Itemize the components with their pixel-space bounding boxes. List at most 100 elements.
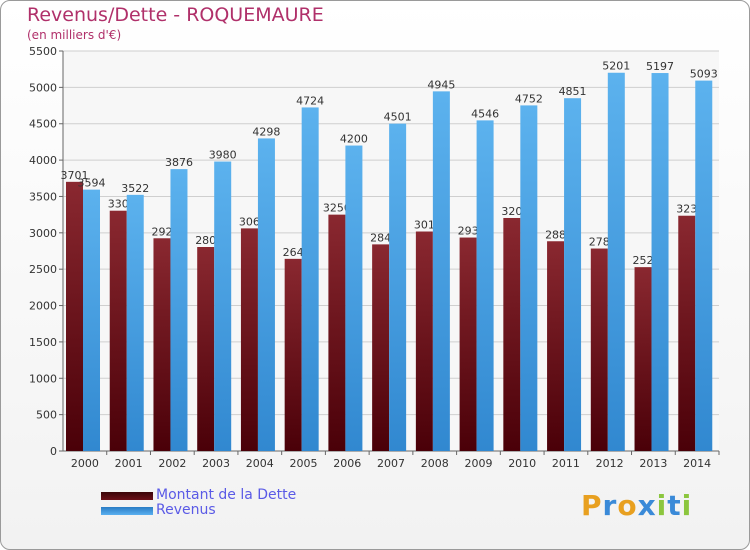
x-tick-label: 2004: [246, 457, 274, 470]
data-label-revenus: 3876: [165, 156, 193, 169]
chart-subtitle: (en milliers d'€): [27, 28, 122, 42]
data-label-revenus: 4298: [252, 125, 280, 138]
chart-title: Revenus/Dette - ROQUEMAURE: [27, 4, 324, 26]
data-label-revenus: 5093: [690, 68, 718, 81]
x-tick-label: 2010: [508, 457, 536, 470]
bar-revenus: [126, 194, 144, 451]
y-tick-label: 0: [50, 445, 57, 458]
data-label-revenus: 4724: [296, 94, 324, 107]
bar-dette: [503, 217, 521, 451]
data-label-dette: 323: [676, 203, 697, 216]
y-tick-label: 5500: [29, 45, 57, 58]
data-label-revenus: 5201: [602, 60, 630, 73]
bar-revenus: [301, 107, 319, 451]
bar-revenus: [564, 98, 582, 451]
bar-dette: [328, 214, 346, 451]
bar-revenus: [651, 73, 669, 451]
bar-dette: [153, 238, 171, 451]
bar-dette: [284, 258, 302, 451]
data-label-revenus: 3522: [121, 182, 149, 195]
data-label-dette: 252: [633, 254, 654, 267]
data-label-dette: 278: [589, 236, 610, 249]
bar-revenus: [345, 145, 363, 451]
y-tick-label: 1500: [29, 336, 57, 349]
proxiti-logo: Proxiti: [581, 489, 692, 522]
data-label-dette: 330: [108, 198, 129, 211]
bar-dette: [109, 210, 127, 451]
x-tick-label: 2007: [377, 457, 405, 470]
x-tick-label: 2012: [596, 457, 624, 470]
data-label-dette: 280: [195, 234, 216, 247]
bar-revenus: [432, 91, 450, 451]
legend-label-dette: Montant de la Dette: [156, 487, 297, 503]
legend-swatch-revenus: [101, 507, 153, 515]
data-label-revenus: 4945: [427, 78, 455, 91]
logo-letter: P: [581, 489, 603, 522]
data-label-dette: 306: [239, 215, 260, 228]
x-tick-label: 2008: [421, 457, 449, 470]
logo-letter: o: [617, 489, 638, 522]
bar-dette: [197, 247, 215, 451]
logo-letter: x: [637, 489, 657, 522]
data-label-dette: 320: [501, 205, 522, 218]
x-tick-label: 2013: [639, 457, 667, 470]
bar-dette: [678, 215, 696, 451]
y-tick-label: 2500: [29, 263, 57, 276]
bar-revenus: [83, 189, 100, 452]
bar-revenus: [170, 169, 188, 452]
x-tick-label: 2006: [333, 457, 361, 470]
data-label-revenus: 3594: [78, 177, 106, 190]
data-label-revenus: 4752: [515, 92, 543, 105]
data-label-revenus: 4200: [340, 133, 368, 146]
logo-letter: r: [602, 489, 618, 522]
data-label-dette: 293: [458, 225, 479, 238]
data-label-dette: 264: [283, 246, 304, 259]
bar-revenus: [389, 123, 407, 452]
bar-dette: [590, 248, 608, 451]
bar-dette: [634, 267, 652, 451]
data-label-revenus: 4501: [384, 111, 412, 124]
legend-label-revenus: Revenus: [156, 502, 216, 518]
bar-dette: [459, 237, 477, 451]
data-label-revenus: 3980: [209, 149, 237, 162]
data-label-dette: 292: [151, 225, 172, 238]
data-label-dette: 301: [414, 219, 435, 232]
y-tick-label: 3000: [29, 227, 57, 240]
logo-letter: t: [667, 489, 682, 522]
bar-revenus: [476, 120, 494, 451]
y-tick-label: 1000: [29, 372, 57, 385]
x-tick-label: 2000: [71, 457, 99, 470]
x-tick-label: 2005: [290, 457, 318, 470]
y-tick-label: 4500: [29, 118, 57, 131]
logo-letter: i: [681, 489, 693, 522]
x-tick-label: 2002: [158, 457, 186, 470]
y-tick-label: 2000: [29, 300, 57, 313]
x-tick-label: 2003: [202, 457, 230, 470]
bar-revenus: [214, 161, 232, 451]
y-tick-label: 5000: [29, 81, 57, 94]
data-label-dette: 288: [545, 228, 566, 241]
x-tick-label: 2014: [683, 457, 711, 470]
legend-swatch-dette: [101, 492, 153, 500]
bar-revenus: [607, 72, 625, 451]
data-label-dette: 3250: [323, 202, 351, 215]
bar-dette: [240, 228, 258, 451]
data-label-revenus: 4546: [471, 107, 499, 120]
x-tick-label: 2009: [464, 457, 492, 470]
data-label-dette: 3701: [61, 169, 89, 182]
bar-dette: [415, 231, 433, 451]
bar-revenus: [520, 105, 538, 452]
bar-dette: [66, 181, 83, 451]
data-label-revenus: 5197: [646, 60, 674, 73]
y-tick-label: 500: [36, 409, 57, 422]
data-label-dette: 284: [370, 231, 391, 244]
bar-revenus: [257, 138, 275, 451]
x-tick-label: 2001: [115, 457, 143, 470]
data-label-revenus: 4851: [559, 85, 587, 98]
bar-dette: [547, 241, 565, 451]
bar-dette: [372, 244, 390, 451]
y-tick-label: 3500: [29, 190, 57, 203]
x-tick-label: 2011: [552, 457, 580, 470]
